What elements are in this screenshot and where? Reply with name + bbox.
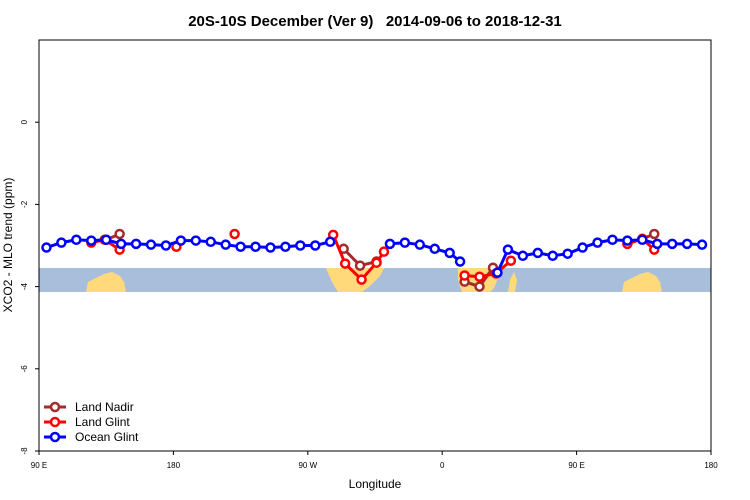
point (696, 239, 708, 250)
y-axis-label: XCO2 - MLO trend (ppm) (1, 178, 15, 313)
y-tick-label: 0 (20, 119, 29, 124)
point (459, 270, 470, 281)
x-axis-label: Longitude (349, 477, 402, 491)
legend-label: Land Nadir (75, 400, 134, 414)
point (505, 255, 517, 266)
x-tick-label: 90 E (31, 461, 47, 470)
point (250, 241, 261, 252)
point (130, 238, 142, 250)
point (310, 240, 321, 251)
point (562, 248, 573, 259)
point (371, 257, 382, 269)
point (502, 244, 514, 255)
y-tick-label: -8 (20, 447, 29, 455)
point (607, 234, 618, 245)
land-madagascar (508, 272, 517, 292)
point (651, 238, 663, 250)
land-south-america (326, 268, 384, 292)
point (474, 271, 485, 282)
point (235, 241, 246, 252)
point (265, 242, 276, 253)
point (444, 247, 455, 259)
point (324, 236, 336, 248)
point (532, 247, 544, 259)
point (145, 239, 157, 250)
land-australia (86, 272, 126, 292)
point (399, 237, 411, 248)
point (622, 235, 633, 246)
legend-label: Ocean Glint (75, 430, 139, 444)
point (175, 235, 187, 246)
point (86, 235, 97, 246)
point (71, 234, 82, 245)
point (56, 237, 67, 248)
y-tick-label: -4 (20, 282, 29, 290)
point (414, 239, 426, 250)
legend-label: Land Glint (75, 415, 130, 429)
plot-frame (38, 39, 712, 452)
point (220, 239, 231, 250)
point (517, 250, 529, 262)
point (339, 258, 351, 269)
land-australia (622, 272, 662, 292)
point (649, 228, 660, 240)
point (577, 242, 588, 253)
point (229, 228, 240, 240)
point (280, 241, 291, 252)
series-line (45, 238, 703, 274)
x-tick-label: 90 E (568, 461, 584, 470)
point (474, 281, 485, 292)
point (356, 274, 367, 285)
point (637, 234, 648, 245)
point (115, 238, 127, 250)
point (41, 242, 52, 253)
legend-marker (49, 401, 61, 413)
y-tick-label: -6 (20, 365, 29, 373)
point (354, 260, 366, 271)
x-tick-label: 180 (167, 461, 181, 470)
point (492, 267, 503, 278)
point (384, 238, 396, 250)
point (429, 243, 440, 255)
point (592, 237, 603, 248)
map-band (39, 268, 711, 292)
point (190, 235, 202, 246)
point (454, 256, 466, 267)
point (205, 236, 216, 248)
point (547, 250, 558, 262)
y-tick-label: -2 (20, 200, 29, 208)
legend-marker (49, 431, 61, 443)
point (378, 246, 390, 257)
x-tick-label: 0 (440, 461, 445, 470)
x-tick-label: 180 (704, 461, 718, 470)
point (295, 240, 306, 251)
point (666, 238, 678, 250)
chart-title: 20S-10S December (Ver 9) 2014-09-06 to 2… (188, 13, 562, 30)
point (681, 238, 693, 250)
point (100, 234, 112, 245)
point (114, 228, 125, 240)
legend-marker (49, 416, 61, 428)
x-tick-label: 90 W (298, 461, 317, 470)
point (160, 240, 172, 251)
